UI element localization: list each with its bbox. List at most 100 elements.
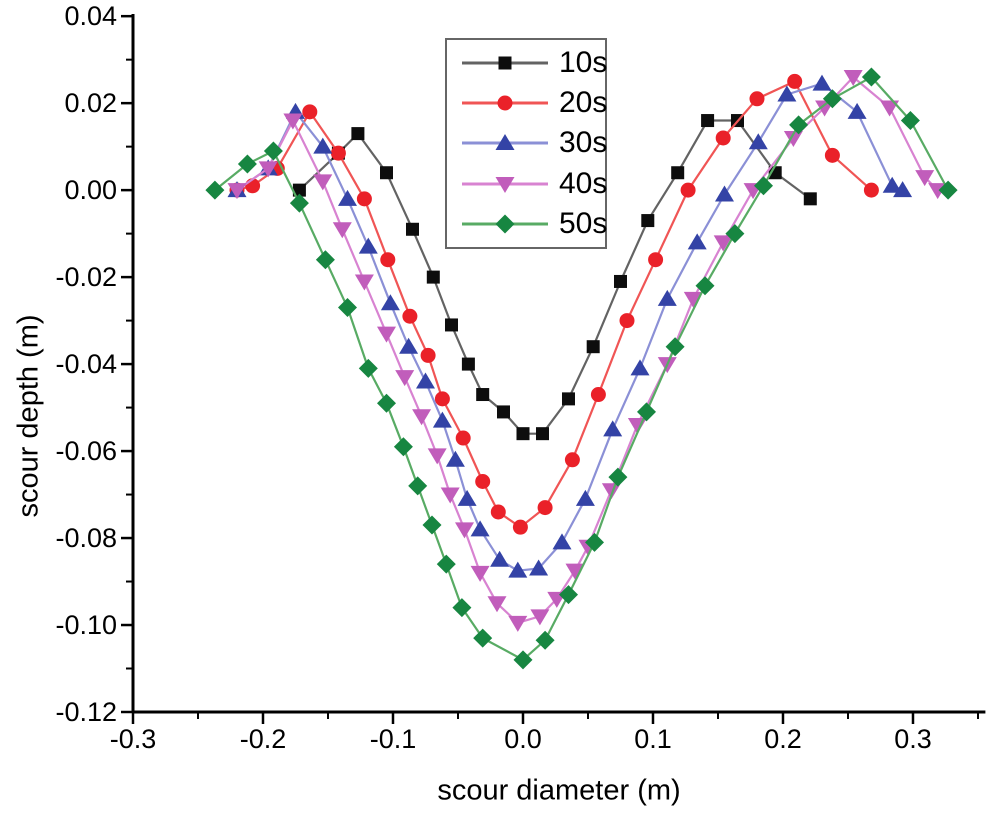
y-tick-label: -0.08 [55, 523, 117, 553]
marker-30s [313, 137, 333, 154]
marker-30s [748, 133, 768, 150]
marker-50s [436, 554, 456, 574]
marker-30s [630, 359, 650, 376]
marker-40s [332, 222, 352, 239]
y-tick-label: -0.02 [55, 262, 117, 292]
series-markers-50s [205, 67, 958, 670]
marker-20s [590, 387, 606, 403]
marker-20s [490, 504, 506, 520]
marker-50s [636, 402, 656, 422]
marker-40s [227, 183, 247, 200]
marker-30s [882, 176, 902, 193]
marker-40s [470, 565, 490, 582]
marker-30s [358, 237, 378, 254]
x-tick-label: -0.1 [370, 724, 417, 754]
marker-20s [749, 91, 765, 107]
legend-glyph-30s [495, 134, 515, 151]
marker-50s [315, 250, 335, 270]
marker-20s [356, 191, 372, 207]
marker-20s [648, 252, 664, 268]
marker-40s [440, 487, 460, 504]
marker-50s [753, 176, 773, 196]
marker-50s [263, 141, 283, 161]
marker-50s [665, 337, 685, 357]
marker-40s [530, 609, 550, 626]
legend-marker-40s [462, 176, 548, 193]
marker-10s [461, 357, 475, 371]
marker-40s [283, 113, 303, 130]
legend-glyph-wrap-50s [495, 214, 515, 234]
marker-50s [422, 515, 442, 535]
marker-50s [473, 628, 493, 648]
marker-10s [379, 166, 393, 180]
marker-20s [824, 147, 840, 163]
legend-marker-20s [462, 95, 548, 111]
marker-50s [358, 358, 378, 378]
marker-10s [444, 318, 458, 332]
legend-glyph-wrap-10s [498, 56, 512, 70]
marker-50s [558, 585, 578, 605]
chart-legend: 10s 20s 30s 40s 50s [445, 38, 607, 249]
legend-glyph-wrap-30s [495, 134, 515, 151]
y-axis-title: scour depth (m) [12, 314, 45, 518]
legend-glyph-40s [495, 176, 515, 193]
marker-40s [412, 409, 432, 426]
marker-50s [938, 180, 958, 200]
marker-10s [351, 127, 365, 141]
marker-50s [789, 115, 809, 135]
marker-30s [893, 181, 913, 198]
marker-50s [535, 630, 555, 650]
legend-glyph-10s [498, 56, 512, 70]
marker-50s [861, 67, 881, 87]
marker-40s [565, 563, 585, 580]
marker-30s [380, 294, 400, 311]
marker-50s [237, 154, 257, 174]
marker-50s [513, 650, 533, 670]
marker-10s [613, 274, 627, 288]
marker-30s [508, 561, 528, 578]
marker-30s [432, 411, 452, 428]
y-tick-label: 0.00 [64, 175, 117, 205]
legend-marker-30s [462, 134, 548, 151]
marker-40s [258, 161, 278, 178]
legend-item-20s: 20s [447, 83, 608, 123]
marker-40s [915, 170, 935, 187]
x-tick-label: 0.1 [634, 724, 672, 754]
x-tick-label: 0.3 [894, 724, 932, 754]
x-tick-label: -0.3 [110, 724, 157, 754]
marker-10s [701, 114, 715, 128]
marker-40s [313, 174, 333, 191]
marker-20s [455, 430, 471, 446]
marker-20s [434, 391, 450, 407]
series-40s [227, 70, 948, 632]
marker-20s [537, 500, 553, 516]
x-tick-label: 0.0 [504, 724, 542, 754]
legend-item-30s: 30s [447, 123, 607, 163]
legend-label-50s: 50s [559, 206, 608, 240]
y-tick-label: -0.12 [55, 697, 117, 727]
marker-50s [408, 476, 428, 496]
marker-10s [586, 340, 600, 354]
y-tick-label: 0.04 [64, 1, 117, 31]
legend-label-40s: 40s [559, 166, 608, 200]
marker-10s [803, 192, 817, 206]
marker-10s [516, 427, 530, 441]
marker-50s [205, 180, 225, 200]
marker-10s [561, 392, 575, 406]
marker-40s [683, 291, 703, 308]
marker-30s [714, 185, 734, 202]
series-50s [205, 67, 958, 670]
marker-50s [725, 224, 745, 244]
marker-10s [496, 405, 510, 419]
legend-label-20s: 20s [559, 86, 608, 120]
legend-glyph-wrap-20s [497, 95, 513, 111]
marker-40s [354, 274, 374, 291]
marker-30s [445, 450, 465, 467]
marker-30s [777, 85, 797, 102]
marker-30s [847, 102, 867, 119]
marker-30s [575, 489, 595, 506]
marker-40s [843, 70, 863, 87]
marker-50s [900, 111, 920, 131]
